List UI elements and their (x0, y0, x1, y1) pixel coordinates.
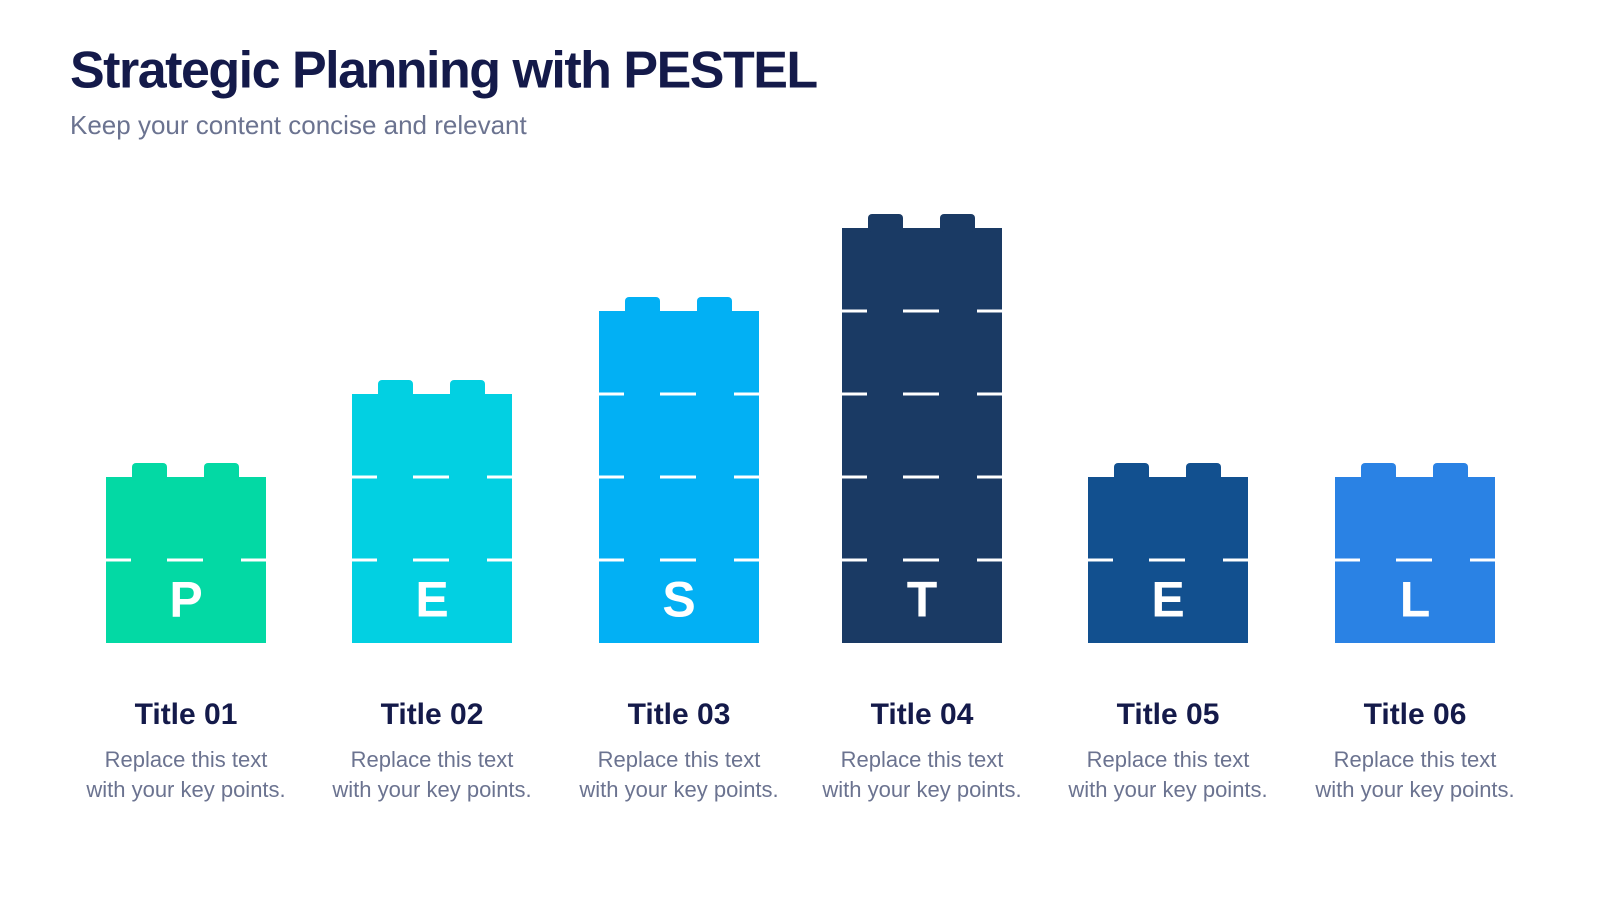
column-text: Replace this text (105, 747, 268, 772)
column-text: with your key points. (1314, 777, 1514, 802)
column-text: Replace this text (1087, 747, 1250, 772)
column-text: with your key points. (821, 777, 1021, 802)
block-stud (625, 297, 660, 315)
block-letter: L (1400, 572, 1431, 628)
block-stud (132, 463, 167, 481)
block-stud (378, 380, 413, 398)
column-title: Title 02 (381, 698, 484, 731)
block-stud (1114, 463, 1149, 481)
block-stack (842, 228, 1002, 643)
column-text: Replace this text (1334, 747, 1497, 772)
block-letter: E (1151, 572, 1184, 628)
subtitle: Keep your content concise and relevant (70, 110, 528, 140)
title: Strategic Planning with PESTEL (70, 42, 817, 100)
column-text: with your key points. (331, 777, 531, 802)
block-stud (697, 297, 732, 315)
column-title: Title 03 (628, 698, 731, 731)
column-text: Replace this text (598, 747, 761, 772)
column-text: with your key points. (578, 777, 778, 802)
block-letter: S (662, 572, 695, 628)
column-text: Replace this text (841, 747, 1004, 772)
column-title: Title 05 (1117, 698, 1220, 731)
block-stud (868, 214, 903, 232)
column-text: with your key points. (85, 777, 285, 802)
block-letter: E (415, 572, 448, 628)
block-stud (204, 463, 239, 481)
block-stud (1361, 463, 1396, 481)
column-title: Title 04 (871, 698, 974, 731)
block-stud (450, 380, 485, 398)
column-text: Replace this text (351, 747, 514, 772)
column-text: with your key points. (1067, 777, 1267, 802)
block-stack (352, 394, 512, 643)
column-title: Title 06 (1364, 698, 1467, 731)
block-letter: P (169, 572, 202, 628)
block-stud (1186, 463, 1221, 481)
block-stud (1433, 463, 1468, 481)
block-stud (940, 214, 975, 232)
block-letter: T (907, 572, 938, 628)
column-title: Title 01 (135, 698, 238, 731)
